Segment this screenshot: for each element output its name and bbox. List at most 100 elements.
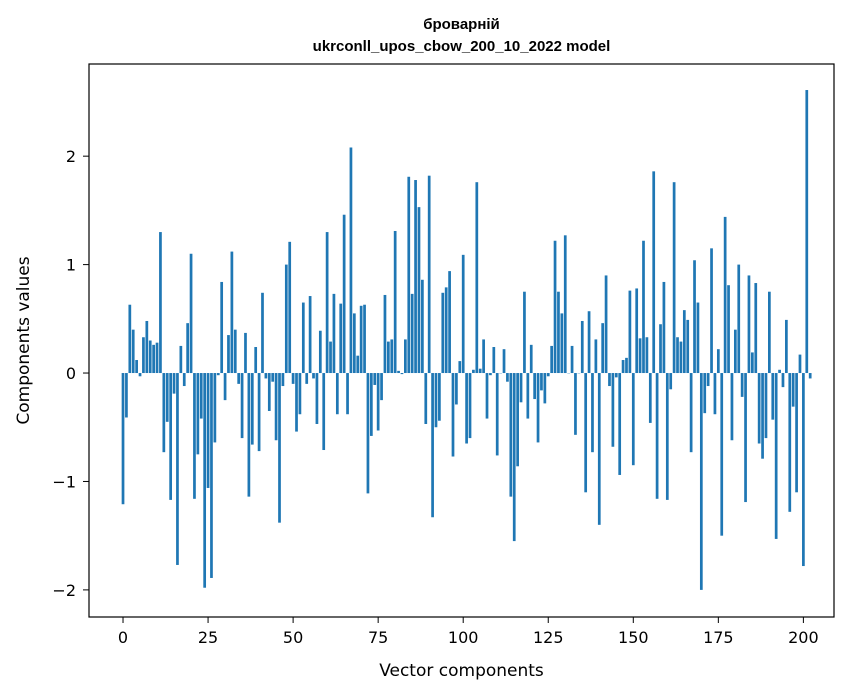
bar-142 bbox=[604, 275, 608, 374]
bar-184 bbox=[747, 275, 751, 374]
bar-165 bbox=[682, 310, 686, 374]
bar-115 bbox=[512, 373, 516, 542]
bar-76 bbox=[380, 373, 383, 401]
bar-22 bbox=[196, 373, 200, 455]
bar-7 bbox=[145, 320, 149, 374]
x-tick-label: 25 bbox=[198, 628, 218, 647]
bar-69 bbox=[356, 355, 360, 374]
bar-53 bbox=[301, 302, 305, 374]
bar-192 bbox=[774, 373, 778, 539]
bar-110 bbox=[495, 373, 499, 456]
bar-178 bbox=[727, 285, 730, 374]
bar-86 bbox=[414, 180, 417, 374]
bar-27 bbox=[213, 373, 217, 443]
x-tick-label: 0 bbox=[118, 628, 128, 647]
bar-107 bbox=[485, 373, 489, 419]
bar-19 bbox=[186, 323, 190, 374]
bar-138 bbox=[591, 373, 594, 453]
bar-13 bbox=[165, 373, 169, 422]
bar-31 bbox=[227, 335, 230, 374]
bar-172 bbox=[706, 373, 710, 387]
bar-61 bbox=[329, 341, 332, 374]
bar-68 bbox=[352, 313, 356, 374]
bar-151 bbox=[635, 288, 639, 374]
x-tick-label: 175 bbox=[703, 628, 734, 647]
bar-46 bbox=[278, 373, 281, 523]
bar-124 bbox=[543, 373, 547, 404]
y-tick-label: −1 bbox=[52, 472, 76, 491]
bar-36 bbox=[244, 332, 247, 374]
bar-160 bbox=[665, 373, 669, 500]
bar-88 bbox=[421, 279, 424, 374]
bar-34 bbox=[237, 373, 241, 384]
y-axis-label: Components values bbox=[14, 256, 34, 424]
bar-38 bbox=[250, 373, 254, 445]
bar-145 bbox=[614, 373, 618, 378]
bar-83 bbox=[404, 339, 407, 374]
bar-198 bbox=[795, 373, 798, 493]
bar-177 bbox=[723, 216, 727, 374]
bar-78 bbox=[387, 341, 390, 374]
chart-title-line2: ukrconll_upos_cbow_200_10_2022 model bbox=[313, 38, 611, 55]
bar-123 bbox=[540, 373, 543, 391]
bar-188 bbox=[761, 373, 764, 459]
bar-168 bbox=[693, 260, 696, 374]
bar-166 bbox=[686, 319, 690, 374]
y-axis-ticks: −2 −1 0 1 2 bbox=[52, 147, 89, 600]
bar-125 bbox=[546, 373, 550, 377]
bar-45 bbox=[274, 373, 278, 441]
bar-50 bbox=[291, 373, 295, 384]
x-tick-label: 75 bbox=[368, 628, 388, 647]
bar-199 bbox=[798, 354, 802, 374]
x-axis-label: Vector components bbox=[379, 661, 544, 681]
bar-64 bbox=[339, 303, 343, 374]
bar-1 bbox=[125, 373, 128, 418]
bar-58 bbox=[318, 330, 322, 374]
bar-156 bbox=[652, 171, 656, 374]
bar-174 bbox=[713, 373, 717, 415]
bar-52 bbox=[298, 373, 302, 415]
bar-189 bbox=[764, 373, 768, 439]
bar-122 bbox=[536, 373, 540, 443]
bar-65 bbox=[342, 214, 346, 374]
bar-135 bbox=[580, 320, 584, 374]
bar-190 bbox=[768, 291, 771, 374]
bar-73 bbox=[369, 373, 373, 436]
bar-201 bbox=[805, 90, 809, 374]
bar-70 bbox=[359, 305, 363, 374]
bar-176 bbox=[720, 373, 724, 536]
bar-3 bbox=[131, 329, 135, 374]
plot-frame bbox=[88, 63, 835, 618]
bar-139 bbox=[594, 339, 598, 374]
bar-82 bbox=[400, 373, 404, 375]
bar-72 bbox=[366, 373, 370, 494]
bar-11 bbox=[159, 232, 162, 374]
bar-191 bbox=[771, 373, 775, 420]
bar-23 bbox=[199, 373, 203, 419]
bar-26 bbox=[210, 373, 213, 578]
bar-41 bbox=[261, 292, 264, 374]
bar-187 bbox=[757, 373, 761, 444]
bar-12 bbox=[162, 373, 166, 453]
x-tick-label: 100 bbox=[448, 628, 479, 647]
y-tick-label: −2 bbox=[52, 581, 76, 600]
bar-40 bbox=[257, 373, 261, 452]
bar-113 bbox=[506, 373, 509, 382]
bar-42 bbox=[264, 373, 268, 379]
bar-143 bbox=[608, 373, 611, 387]
bar-97 bbox=[451, 373, 455, 457]
bar-54 bbox=[305, 373, 309, 384]
bar-147 bbox=[621, 360, 625, 374]
bar-77 bbox=[383, 294, 387, 374]
bar-104 bbox=[475, 182, 479, 374]
bar-93 bbox=[438, 373, 441, 421]
bar-49 bbox=[288, 241, 292, 374]
bar-103 bbox=[472, 369, 475, 374]
bar-171 bbox=[703, 373, 707, 414]
bar-182 bbox=[740, 373, 744, 397]
bar-141 bbox=[601, 323, 605, 374]
bar-136 bbox=[584, 373, 588, 493]
x-tick-label: 125 bbox=[533, 628, 564, 647]
bar-116 bbox=[516, 373, 519, 467]
bar-173 bbox=[710, 248, 713, 374]
